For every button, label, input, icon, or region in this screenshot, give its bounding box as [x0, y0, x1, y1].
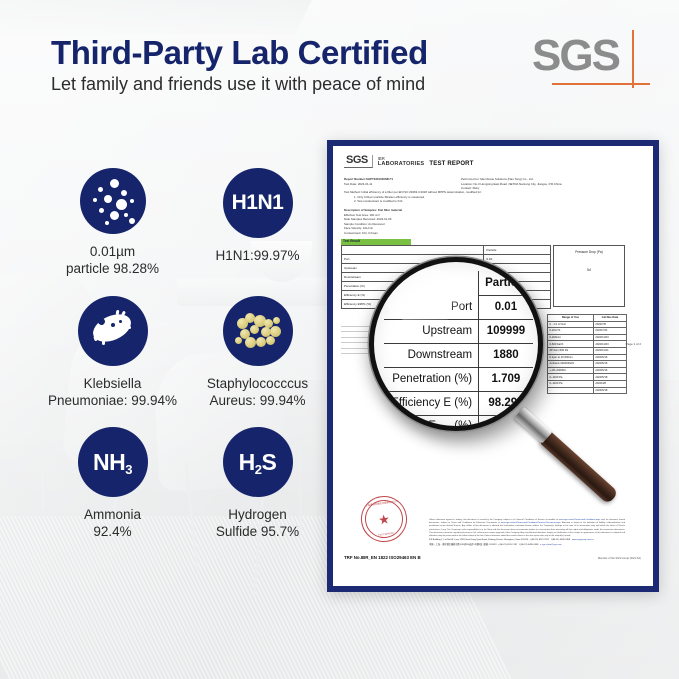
ammonia-icon: NH3 [77, 427, 148, 498]
document-header: SGS IBR LABORATORIES TEST REPORT [344, 155, 594, 168]
document-page-number: Page 1 of 2 [625, 342, 641, 346]
feature-h1n1: H1N1 H1N1:99.97% [185, 168, 330, 278]
particles-icon [79, 168, 146, 234]
table-row: +-30~24000A 2023/6/16 [547, 366, 628, 375]
sgs-logo: SGS [528, 30, 650, 90]
document-meta-right: Performed for: Membrane Solutions (Nan T… [461, 177, 562, 190]
document-meta-left: Report Number:SHPT2301000681?1 Test Date… [344, 177, 394, 186]
efficiency-e95-label: iciency E95% (%) [384, 415, 480, 426]
table-row: dP dom-500 Pa 2023/11/21 [547, 346, 628, 355]
feature-hydrogen-sulfide: H2S Hydrogen Sulfide 95.7% [185, 427, 330, 541]
calibration-table: Range of Use Cal Due Date 0 - 1.0 m³/min… [547, 314, 628, 395]
feature-label: Hydrogen Sulfide 95.7% [215, 507, 300, 540]
magnified-column-header: Particle [478, 271, 533, 296]
klebsiella-icon [77, 295, 148, 366]
feature-row: NH3 Ammonia 92.4% H2S Hydrogen Sulfide 9… [40, 427, 330, 541]
document-trf-number: TRF No.IBR_EN 1822 ISO29463 EN B [344, 555, 421, 560]
document-fine-print: Unless otherwise agreed in writing, this… [429, 519, 625, 547]
table-row: 0-20m³/h 2023/7/24 [547, 327, 628, 335]
magnified-results-table: Particle Port 0.01 Upstream 109999 Downs… [384, 271, 533, 426]
feature-label: Klebsiella Pneumoniae: 99.94% [47, 375, 178, 408]
feature-label: Staphylococccus Aureus: 99.94% [206, 375, 309, 408]
feature-ammonia: NH3 Ammonia 92.4% [40, 427, 185, 541]
table-row: Efficiency E (%) 98.291 [384, 391, 533, 416]
document-sample-description: Description of Samples: Flat filter mate… [344, 208, 402, 235]
table-row: Particle [384, 271, 533, 296]
table-row: Port 0.01 [384, 295, 533, 320]
feature-grid: 0.01µm particle 98.28% H1N1 H1N1:99.97% [40, 168, 330, 541]
table-row: 0 - 1.0 m³/min 2023/7/8 [547, 320, 628, 329]
feature-particles: 0.01µm particle 98.28% [40, 168, 185, 278]
feature-klebsiella: Klebsiella Pneumoniae: 99.94% [40, 295, 185, 410]
h1n1-badge-text: H1N1 [231, 191, 284, 214]
table-row: 0~1100 Pa 2023/5/18 [547, 373, 628, 381]
document-sgs-logo: SGS [344, 155, 373, 168]
document-lab-name: IBR LABORATORIES [377, 155, 425, 168]
page-title: Third-Party Lab Certified [51, 34, 428, 71]
table-row: Range of Use Cal Due Date [547, 314, 628, 322]
table-row: 0-600 bar/h 2023/11/03 [547, 340, 628, 348]
table-row: -2023/6/18 [547, 386, 628, 395]
document-test-method: Test Method: Initial efficiency of a fil… [344, 190, 482, 203]
feature-row: 0.01µm particle 98.28% H1N1 H1N1:99.97% [40, 168, 330, 278]
page-subtitle: Let family and friends use it with peace… [51, 74, 426, 94]
staphylococcus-icon [222, 295, 293, 366]
red-certification-stamp: 上海通标标准技术服务有限公司 ★ TEST REPORT [358, 493, 410, 545]
table-row: Particle [340, 245, 551, 255]
magnified-content: Particle Port 0.01 Upstream 109999 Downs… [374, 262, 538, 426]
feature-row: Klebsiella Pneumoniae: 99.94% [40, 295, 330, 410]
table-row: Upstream 109999 [384, 319, 533, 344]
feature-staphylococcus: Staphylococccus Aureus: 99.94% [185, 295, 330, 410]
feature-label: 0.01µm particle 98.28% [65, 244, 160, 277]
table-row: Ambient-10000Pa±0 2023/6/16 [547, 360, 628, 368]
test-result-bar: Test Result [341, 239, 411, 245]
magnifier-lens: Particle Port 0.01 Upstream 109999 Downs… [369, 257, 543, 431]
table-row: 0.1µm to 10,500nm 2023/6/16 [547, 353, 628, 362]
table-row: Downstream 1880 [384, 343, 533, 368]
sgs-logo-accent-vertical [632, 30, 634, 88]
table-row: 0-200mm 2023/11/03 [547, 333, 628, 342]
hydrogen-sulfide-badge-text: H2S [238, 448, 277, 477]
ammonia-badge-text: NH3 [93, 448, 132, 477]
feature-label: Ammonia 92.4% [83, 507, 142, 540]
feature-label: H1N1:99.97% [215, 248, 300, 263]
h1n1-icon: H1N1 [222, 168, 293, 238]
document-report-title: TEST REPORT [429, 161, 474, 167]
pressure-drop-box: Pressure Drop (Pa) 54 [553, 245, 625, 307]
table-row: Penetration (%) 1.709 [384, 367, 533, 392]
sgs-logo-text: SGS [532, 31, 621, 80]
table-row: 0~1100 Pa 2023/4/8 [547, 379, 628, 388]
document-member-note: Member of the SGS Group (SGS SA) [598, 557, 641, 560]
hydrogen-sulfide-icon: H2S [222, 427, 293, 498]
table-row: iciency E95% (%) 98.203 [384, 415, 533, 426]
sgs-logo-accent-horizontal [552, 83, 650, 85]
